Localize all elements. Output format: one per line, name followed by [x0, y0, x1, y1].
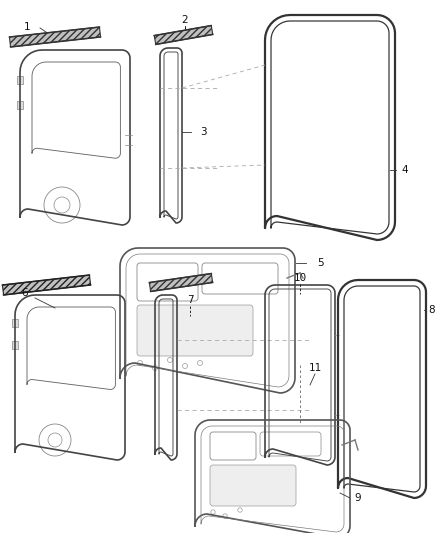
Polygon shape [154, 26, 213, 44]
Text: 11: 11 [308, 363, 321, 373]
Text: 4: 4 [402, 165, 408, 175]
Text: 2: 2 [182, 15, 188, 25]
Bar [12, 319, 18, 327]
FancyBboxPatch shape [210, 465, 296, 506]
Text: 9: 9 [355, 493, 361, 503]
Text: 5: 5 [317, 258, 323, 268]
Text: 1: 1 [24, 22, 30, 32]
Text: 3: 3 [200, 127, 206, 137]
FancyBboxPatch shape [137, 305, 253, 356]
Polygon shape [3, 275, 91, 295]
Bar [12, 341, 18, 349]
Bar [17, 101, 23, 109]
Polygon shape [10, 27, 101, 47]
Text: 7: 7 [187, 295, 193, 305]
Text: 10: 10 [293, 273, 307, 283]
Bar [17, 76, 23, 84]
Polygon shape [149, 273, 212, 292]
Text: 8: 8 [429, 305, 435, 315]
Text: 6: 6 [22, 288, 28, 298]
